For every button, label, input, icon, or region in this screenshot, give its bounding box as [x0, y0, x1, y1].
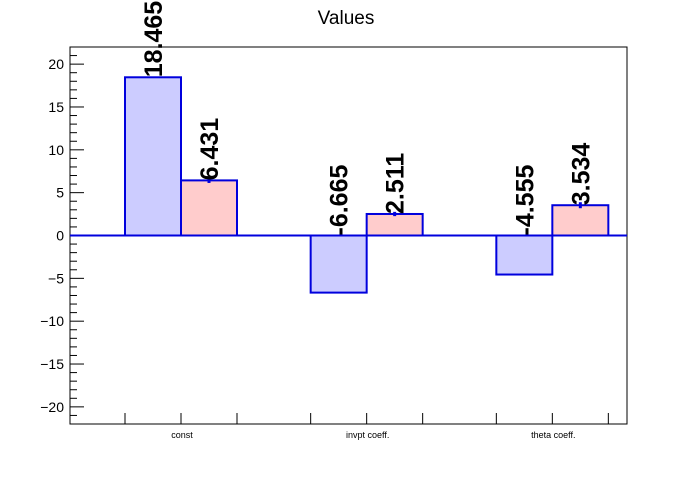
- data-label: -6.665: [326, 165, 354, 236]
- bar: [365, 212, 424, 237]
- data-label: -4.555: [511, 165, 539, 236]
- bar: [495, 234, 554, 276]
- x-tick-label: invpt coeff.: [346, 430, 389, 440]
- bar: [551, 204, 610, 237]
- y-tick-label: 15: [48, 99, 64, 115]
- bars: [124, 76, 610, 294]
- y-tick-label: −10: [40, 313, 64, 329]
- data-labels: 18.465 -6.665 -4.555 6.431 2.511 3.534: [140, 1, 595, 236]
- y-axis: −20 −15 −10 −5 0 5 10 15 20: [40, 46, 84, 425]
- y-tick-label: −5: [48, 270, 64, 286]
- error-bars: [207, 177, 582, 217]
- x-tick-label: theta coeff.: [531, 430, 575, 440]
- y-tick-label: 20: [48, 56, 64, 72]
- y-tick-label: 5: [56, 185, 64, 201]
- y-tick-label: −15: [40, 356, 64, 372]
- y-tick-label: −20: [40, 399, 64, 415]
- y-tick-label: 0: [56, 228, 64, 244]
- data-label: 18.465: [140, 1, 168, 78]
- data-label: 3.534: [567, 143, 595, 206]
- data-label: 6.431: [196, 118, 224, 181]
- y-tick-label: 10: [48, 142, 64, 158]
- bar: [309, 234, 368, 294]
- chart-title: Values: [318, 8, 375, 29]
- x-tick-label: const: [171, 430, 193, 440]
- x-axis: const invpt coeff. theta coeff.: [124, 413, 609, 440]
- bar: [180, 179, 238, 237]
- bar: [124, 76, 182, 237]
- data-label: 2.511: [382, 153, 410, 214]
